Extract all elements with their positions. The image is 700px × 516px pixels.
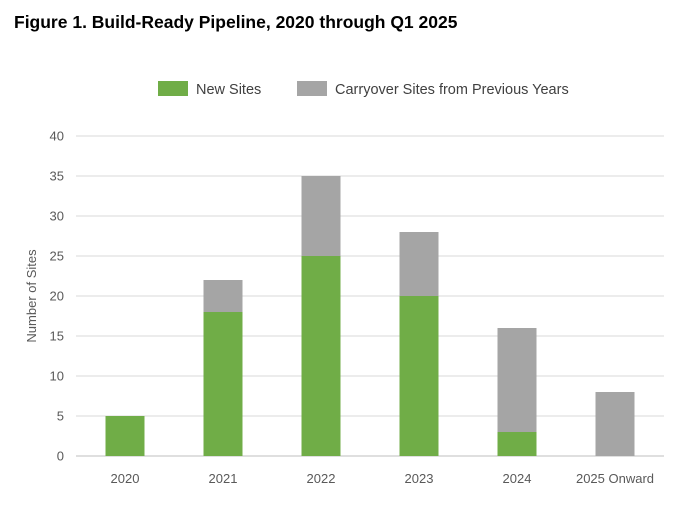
bar-carryover-sites-from-previous-years-2025-onward: [595, 392, 635, 456]
bar-new-sites-2024: [497, 432, 537, 456]
y-axis-label: Number of Sites: [24, 249, 39, 343]
y-tick-label: 10: [50, 369, 64, 384]
bar-carryover-sites-from-previous-years-2021: [203, 280, 243, 312]
legend-label-new-sites: New Sites: [196, 82, 261, 98]
bar-new-sites-2022: [301, 256, 341, 456]
x-tick-label: 2021: [209, 471, 238, 486]
bar-carryover-sites-from-previous-years-2024: [497, 328, 537, 432]
x-tick-label: 2024: [503, 471, 532, 486]
bars: [105, 176, 635, 456]
bar-carryover-sites-from-previous-years-2023: [399, 232, 439, 296]
legend-swatch-carryover-sites-from-previous-years: [297, 81, 327, 96]
y-tick-label: 20: [50, 289, 64, 304]
y-tick-label: 25: [50, 249, 64, 264]
bar-new-sites-2020: [105, 416, 145, 456]
y-tick-labels: 0 5 10 15 20 25 30 35 40: [50, 129, 64, 464]
gridlines: [76, 135, 664, 457]
y-tick-label: 0: [57, 449, 64, 464]
x-tick-label: 2020: [111, 471, 140, 486]
legend-label-carryover-sites-from-previous-years: Carryover Sites from Previous Years: [335, 82, 569, 98]
y-tick-label: 35: [50, 169, 64, 184]
y-tick-label: 40: [50, 129, 64, 144]
y-tick-label: 15: [50, 329, 64, 344]
x-tick-label: 2023: [405, 471, 434, 486]
x-tick-labels: 2020 2021 2022 2023 2024 2025 Onward: [111, 471, 654, 486]
bar-new-sites-2021: [203, 312, 243, 456]
legend: New Sites Carryover Sites from Previous Y…: [158, 81, 569, 98]
y-tick-label: 30: [50, 209, 64, 224]
x-tick-label: 2025 Onward: [576, 471, 654, 486]
x-tick-label: 2022: [307, 471, 336, 486]
bar-carryover-sites-from-previous-years-2022: [301, 176, 341, 256]
bar-new-sites-2023: [399, 296, 439, 456]
y-tick-label: 5: [57, 409, 64, 424]
figure-title: Figure 1. Build-Ready Pipeline, 2020 thr…: [14, 12, 458, 32]
legend-swatch-new-sites: [158, 81, 188, 96]
